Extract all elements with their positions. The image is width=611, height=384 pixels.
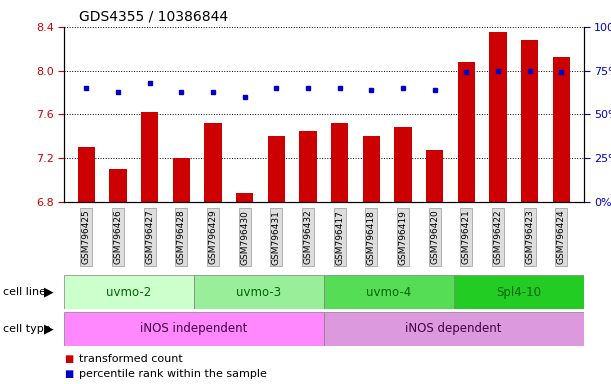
Bar [268,136,285,202]
Bar [426,150,444,202]
Text: cell line: cell line [3,287,46,297]
Bar [324,312,584,346]
Text: uvmo-2: uvmo-2 [106,286,152,299]
Bar [299,131,316,202]
Text: GSM796419: GSM796419 [398,210,408,265]
Text: Spl4-10: Spl4-10 [496,286,541,299]
Text: ■: ■ [64,354,73,364]
Bar [552,58,570,202]
Bar [173,158,190,202]
Bar [362,136,380,202]
Bar [458,62,475,202]
Text: GSM796427: GSM796427 [145,210,154,265]
Text: iNOS dependent: iNOS dependent [406,322,502,335]
Text: GDS4355 / 10386844: GDS4355 / 10386844 [79,10,229,23]
Text: ■: ■ [64,369,73,379]
Text: uvmo-3: uvmo-3 [236,286,282,299]
Text: GSM796426: GSM796426 [114,210,122,265]
Text: GSM796420: GSM796420 [430,210,439,265]
Text: GSM796431: GSM796431 [272,210,281,265]
Text: iNOS independent: iNOS independent [141,322,247,335]
Text: GSM796423: GSM796423 [525,210,534,265]
Bar [324,275,453,309]
Bar [204,123,222,202]
Text: GSM796422: GSM796422 [494,210,502,265]
Text: ▶: ▶ [44,286,54,299]
Text: GSM796432: GSM796432 [304,210,312,265]
Text: GSM796417: GSM796417 [335,210,344,265]
Bar [331,123,348,202]
Bar [521,40,538,202]
Bar [453,275,584,309]
Text: uvmo-4: uvmo-4 [366,286,411,299]
Bar [64,312,324,346]
Bar [394,127,412,202]
Bar [489,32,507,202]
Text: GSM796428: GSM796428 [177,210,186,265]
Bar [236,193,254,202]
Text: GSM796418: GSM796418 [367,210,376,265]
Bar [78,147,95,202]
Bar [64,275,194,309]
Text: ▶: ▶ [44,322,54,335]
Text: GSM796429: GSM796429 [208,210,218,265]
Bar [141,112,158,202]
Text: GSM796421: GSM796421 [462,210,471,265]
Bar [194,275,324,309]
Bar [109,169,126,202]
Text: percentile rank within the sample: percentile rank within the sample [79,369,267,379]
Text: cell type: cell type [3,324,51,334]
Text: GSM796430: GSM796430 [240,210,249,265]
Text: GSM796424: GSM796424 [557,210,566,265]
Text: transformed count: transformed count [79,354,183,364]
Text: GSM796425: GSM796425 [82,210,91,265]
